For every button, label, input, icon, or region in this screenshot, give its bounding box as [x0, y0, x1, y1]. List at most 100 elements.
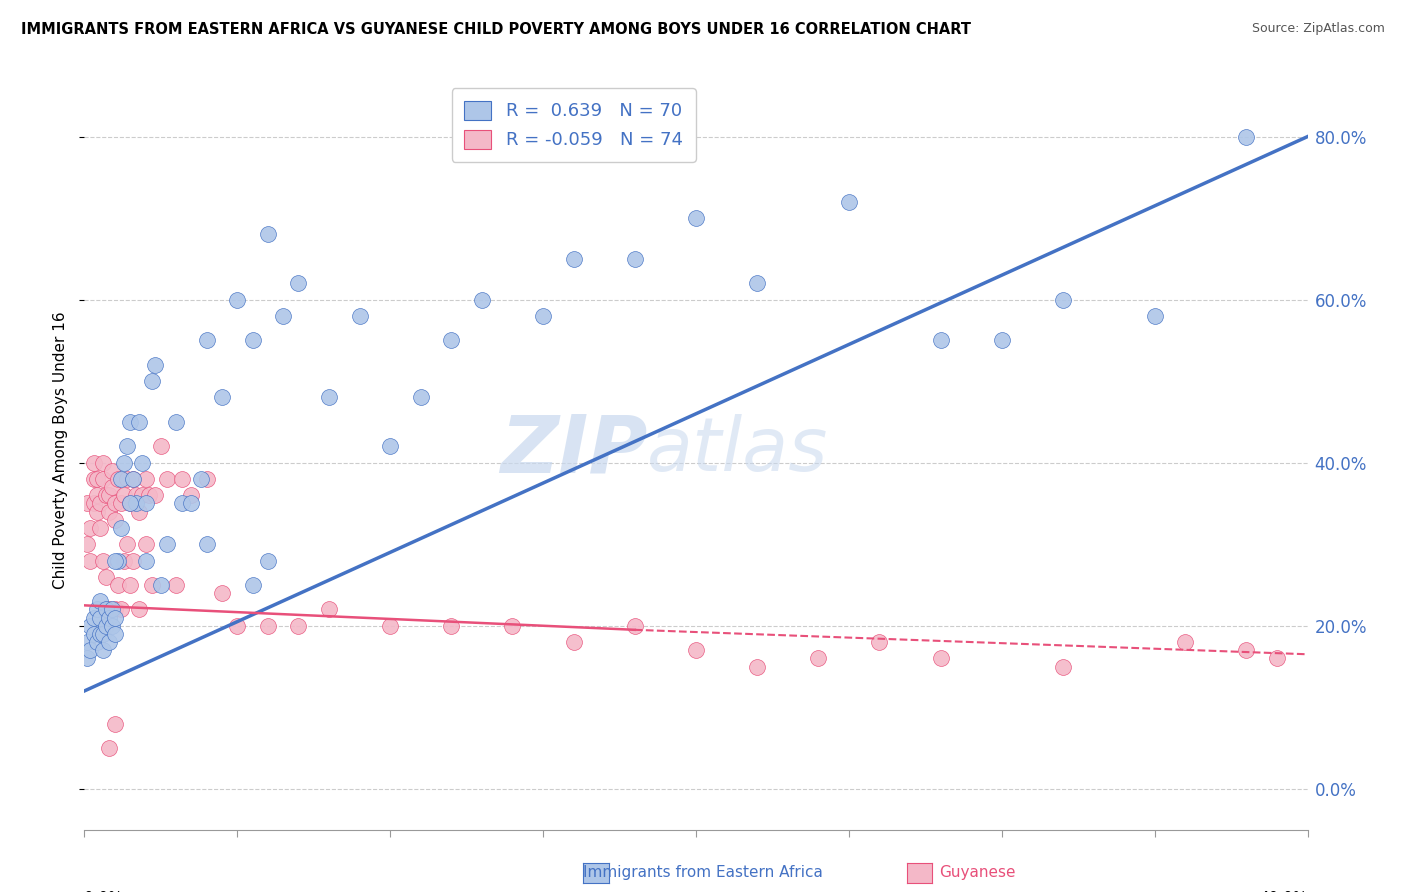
Point — [112, 553, 135, 567]
Point — [1174, 635, 1197, 649]
Point — [76, 635, 98, 649]
Point — [531, 309, 554, 323]
Text: atlas: atlas — [647, 415, 828, 486]
Point — [94, 570, 117, 584]
Point — [104, 716, 127, 731]
Point — [110, 521, 132, 535]
Point — [86, 472, 108, 486]
Point — [131, 456, 153, 470]
Point — [226, 619, 249, 633]
Point — [104, 553, 127, 567]
Point — [91, 643, 114, 657]
Point — [86, 602, 108, 616]
Point — [86, 488, 108, 502]
Point — [165, 578, 187, 592]
Point — [190, 472, 212, 486]
Text: 0.0%: 0.0% — [84, 891, 124, 892]
Point — [471, 293, 494, 307]
Point — [83, 610, 105, 624]
Point — [257, 619, 280, 633]
Point — [97, 610, 120, 624]
Point — [128, 415, 150, 429]
Point — [440, 334, 463, 348]
Point — [195, 537, 218, 551]
Point — [747, 277, 769, 291]
Point — [83, 627, 105, 641]
Point — [440, 619, 463, 633]
Legend: R =  0.639   N = 70, R = -0.059   N = 74: R = 0.639 N = 70, R = -0.059 N = 74 — [451, 88, 696, 162]
Point — [135, 553, 157, 567]
Point — [502, 619, 524, 633]
Point — [141, 578, 163, 592]
Text: 40.0%: 40.0% — [1260, 891, 1308, 892]
Point — [211, 586, 233, 600]
Point — [89, 627, 111, 641]
Point — [149, 439, 172, 453]
Point — [104, 513, 127, 527]
Point — [101, 602, 124, 616]
Point — [115, 537, 138, 551]
Point — [838, 194, 860, 209]
Point — [1265, 651, 1288, 665]
Point — [76, 651, 98, 665]
Point — [110, 496, 132, 510]
Point — [180, 488, 202, 502]
Point — [76, 537, 98, 551]
Point — [869, 635, 891, 649]
Point — [172, 472, 194, 486]
Text: ZIP: ZIP — [499, 411, 647, 490]
Point — [624, 252, 647, 266]
Point — [115, 472, 138, 486]
Point — [107, 578, 129, 592]
Point — [94, 602, 117, 616]
Point — [135, 496, 157, 510]
Point — [1236, 643, 1258, 657]
Point — [122, 472, 145, 486]
Point — [135, 472, 157, 486]
Point — [172, 496, 194, 510]
Point — [143, 358, 166, 372]
Point — [79, 553, 101, 567]
Point — [991, 334, 1014, 348]
Point — [380, 619, 402, 633]
Point — [685, 643, 707, 657]
Point — [562, 635, 585, 649]
Point — [76, 496, 98, 510]
Point — [929, 334, 952, 348]
Point — [125, 496, 148, 510]
Point — [929, 651, 952, 665]
Point — [79, 521, 101, 535]
Point — [104, 496, 127, 510]
Point — [135, 537, 157, 551]
Point — [156, 537, 179, 551]
Point — [94, 602, 117, 616]
Point — [380, 439, 402, 453]
Point — [211, 391, 233, 405]
Point — [104, 602, 127, 616]
Point — [101, 480, 124, 494]
Point — [409, 391, 432, 405]
Point — [122, 553, 145, 567]
Point — [91, 472, 114, 486]
Point — [91, 456, 114, 470]
Point — [94, 488, 117, 502]
Point — [104, 610, 127, 624]
Point — [91, 553, 114, 567]
Point — [94, 619, 117, 633]
Point — [97, 505, 120, 519]
Point — [128, 602, 150, 616]
Point — [128, 505, 150, 519]
Point — [115, 439, 138, 453]
Point — [287, 619, 309, 633]
Point — [1236, 129, 1258, 144]
Point — [149, 578, 172, 592]
Point — [101, 619, 124, 633]
Point — [86, 635, 108, 649]
Point — [107, 472, 129, 486]
Point — [79, 619, 101, 633]
Point — [242, 578, 264, 592]
Point — [195, 472, 218, 486]
Point — [143, 488, 166, 502]
Point — [86, 505, 108, 519]
Point — [562, 252, 585, 266]
